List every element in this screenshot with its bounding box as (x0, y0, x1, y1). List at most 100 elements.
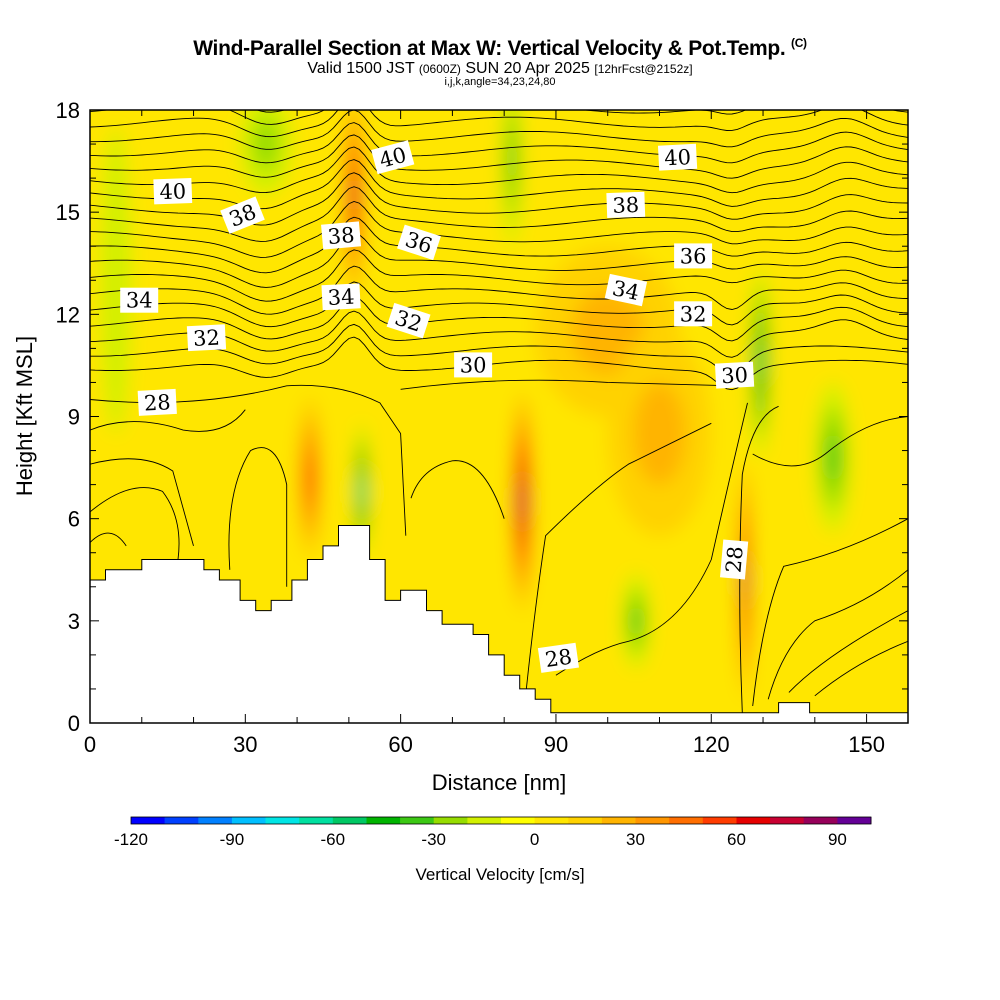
isentrope-line (90, 216, 908, 274)
contour-label: 32 (186, 324, 227, 352)
isentrope-line (228, 447, 288, 587)
colorbar-tick-label: -30 (421, 830, 446, 849)
colorbar-segment (837, 817, 872, 824)
isentrope-line (90, 323, 908, 375)
contour-label-bg (386, 302, 431, 339)
colorbar-title: Vertical Velocity [cm/s] (415, 865, 584, 884)
contour-label-text: 40 (664, 145, 692, 170)
isentrope-line (788, 610, 908, 693)
colorbar-segment (568, 817, 603, 824)
isentrope-line (90, 249, 908, 302)
isentrope-line (752, 518, 908, 707)
y-tick-label: 15 (56, 200, 80, 225)
y-tick-label: 6 (68, 507, 80, 532)
isentrope-line (739, 405, 779, 713)
y-tick-label: 12 (56, 302, 80, 327)
colorbar-segment (803, 817, 838, 824)
colorbar-segment (198, 817, 233, 824)
potential-temperature-contours (90, 110, 908, 713)
isentrope-line (400, 379, 733, 390)
terrain (89, 525, 909, 724)
colorbar-segment (635, 817, 670, 824)
contour-label-bg (537, 642, 579, 673)
isentrope-line (90, 186, 908, 242)
x-tick-label: 30 (233, 732, 257, 757)
colorbar-tick-label: 0 (530, 830, 539, 849)
contour-label: 38 (606, 191, 646, 219)
contour-label-text: 40 (159, 179, 187, 204)
velocity-cell (571, 288, 644, 374)
isentrope-line (90, 110, 908, 150)
contour-label: 32 (674, 301, 713, 327)
contour-label-text: 34 (327, 285, 355, 310)
velocity-cell (758, 342, 763, 382)
contour-label-text: 34 (610, 276, 641, 305)
isentrope-line (90, 296, 908, 342)
velocity-cell (633, 382, 686, 485)
valid-time: Valid 1500 JST (307, 60, 415, 77)
contour-label-bg (321, 221, 362, 250)
contour-label-bg (454, 352, 493, 378)
x-tick-label: 90 (544, 732, 568, 757)
contour-label-bg (186, 324, 227, 352)
isentrope-line (90, 310, 908, 358)
contour-label-bg (674, 243, 713, 269)
colorbar-tick-label: -120 (114, 830, 148, 849)
contour-label: 40 (153, 178, 193, 205)
forecast-info: [12hrFcst@2152z] (594, 62, 693, 76)
y-tick-label: 9 (68, 405, 80, 430)
y-tick-label: 3 (68, 609, 80, 634)
isentrope-line (814, 640, 908, 697)
y-tick-label: 0 (68, 711, 80, 736)
contour-label-bg (371, 140, 415, 175)
isentrope-line (767, 569, 908, 700)
contour-label: 36 (674, 243, 713, 269)
colorbar-tick-label: -60 (321, 830, 346, 849)
x-tick-label: 120 (693, 732, 730, 757)
colorbar-segment (366, 817, 401, 824)
velocity-cell (631, 604, 642, 637)
contour-label-bg (719, 539, 749, 580)
isentrope-line (555, 402, 748, 676)
contour-label: 40 (657, 143, 698, 171)
chart-title-text: Wind-Parallel Section at Max W: Vertical… (193, 37, 786, 60)
x-tick-label: 60 (388, 732, 412, 757)
isentrope-line (90, 409, 246, 432)
colorbar-segment (501, 817, 536, 824)
chart-subtitle: Valid 1500 JST (0600Z) SUN 20 Apr 2025 [… (0, 60, 1000, 78)
contour-label-bg (657, 143, 698, 171)
colorbar-segment (736, 817, 771, 824)
contour-label: 28 (719, 539, 749, 580)
x-axis-label: Distance [nm] (432, 770, 567, 795)
contour-label: 28 (137, 388, 177, 416)
colorbar-tick-label: 30 (626, 830, 645, 849)
y-axis-label: Height [Kft MSL] (12, 336, 37, 496)
grid-indices: i,j,k,angle=34,23,24,80 (444, 76, 556, 88)
isentrope-line (752, 416, 908, 467)
contour-label-bg (674, 301, 713, 327)
isentrope-line (90, 532, 127, 547)
velocity-cell (352, 179, 357, 211)
contour-label-text: 38 (327, 223, 356, 249)
colorbar-segment (332, 817, 367, 824)
isentrope-line (90, 146, 908, 194)
contour-label-bg (153, 178, 193, 205)
colorbar: -120 -90 -60 -30 0 30 60 90 (114, 816, 872, 849)
colorbar-segment (299, 817, 334, 824)
contour-label-text: 30 (460, 353, 487, 377)
colorbar-segment (467, 817, 502, 824)
chart-title: Wind-Parallel Section at Max W: Vertical… (0, 36, 1000, 61)
isentrope-line (90, 122, 908, 164)
contour-label-bg (120, 287, 159, 313)
contour-label-bg (220, 196, 265, 234)
contour-label-bg (137, 388, 177, 416)
contour-label-text: 38 (612, 193, 640, 218)
isentrope-line (90, 201, 908, 258)
contour-label-text: 28 (544, 645, 574, 672)
contour-label: 30 (714, 361, 755, 389)
colorbar-segment (400, 817, 435, 824)
colorbar-segment (534, 817, 569, 824)
